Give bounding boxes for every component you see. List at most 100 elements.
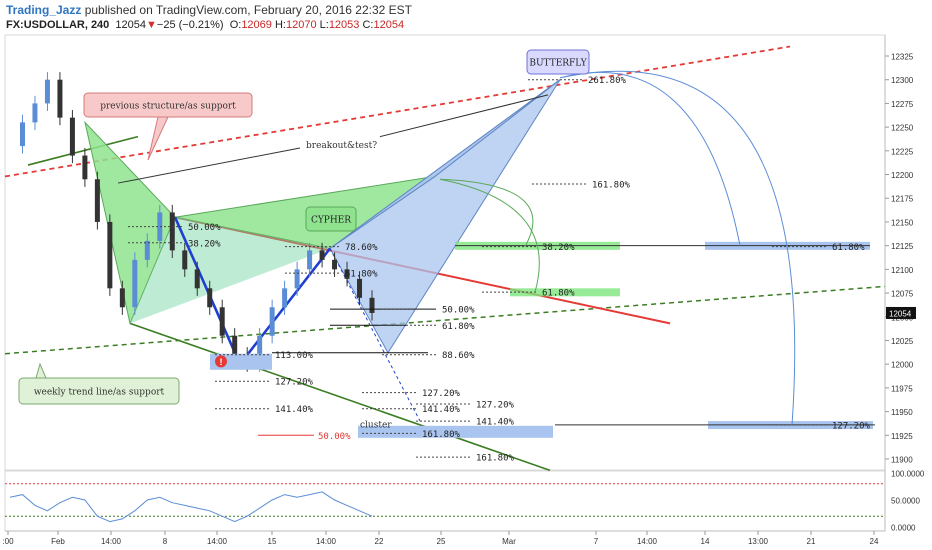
- time-tick-label: 7: [594, 537, 599, 546]
- close-label: C:: [362, 19, 374, 31]
- candle-body: [307, 250, 313, 270]
- fib-level-label: 261.80%: [588, 76, 627, 86]
- fib-level-label: 61.80%: [442, 322, 475, 332]
- candle-body: [132, 259, 138, 308]
- fib-level-label: 127.20%: [422, 389, 461, 399]
- weekly-support-callout-text: weekly trend line/as support: [34, 388, 165, 398]
- zone-618-green: [510, 288, 620, 297]
- fib-level-label: 38.20%: [188, 239, 221, 249]
- fib-level-label: 50.00%: [442, 306, 475, 316]
- price-tick-label: 12075: [891, 290, 914, 299]
- prev-support-callout-text: previous structure/as support: [100, 102, 236, 112]
- time-tick-label: 14: [701, 537, 710, 546]
- butterfly-label-box: [526, 49, 590, 75]
- candle-body: [194, 269, 200, 289]
- open-value: 12069: [241, 19, 272, 31]
- cypher-projection-arrow-2: [439, 178, 540, 293]
- candle-body: [144, 240, 150, 260]
- resistance-dashed-line: [4, 45, 791, 178]
- chart-header: Trading_Jazz published on TradingView.co…: [0, 0, 932, 34]
- candle-body: [232, 335, 238, 355]
- weekly-trend-dashed-line: [4, 285, 886, 355]
- candle-body: [169, 212, 175, 251]
- price-chart[interactable]: 12325 12300 12275 12250 12225 12200 12175 12150…: [0, 34, 932, 550]
- candle-body: [32, 103, 38, 123]
- candle-body: [182, 250, 188, 270]
- candle-body: [157, 212, 163, 241]
- weekly-support-pointer: [35, 362, 47, 379]
- time-tick-label: 15: [268, 537, 277, 546]
- oscillator-line: [9, 491, 373, 523]
- price-tick-label: 12175: [891, 195, 914, 204]
- candle-body: [319, 250, 325, 260]
- candle-body: [207, 288, 213, 308]
- author-link[interactable]: Trading_Jazz: [6, 3, 82, 17]
- down-arrow-icon: ▼: [146, 19, 157, 31]
- oscillator-pane: [4, 470, 886, 532]
- candle-body: [332, 259, 338, 270]
- fib-level-label: 127.20%: [832, 421, 871, 431]
- price-tick-label: 12100: [891, 266, 914, 275]
- structure-support-line: [27, 135, 139, 166]
- time-tick-label: Feb: [51, 537, 65, 546]
- butterfly-triangle-2: [329, 79, 561, 249]
- candle-body: [94, 179, 100, 222]
- candle-body: [57, 79, 63, 118]
- close-value: 12054: [373, 19, 405, 31]
- fib-level-label: 61.80%: [832, 243, 865, 253]
- butterfly-label-text: BUTTERFLY: [529, 59, 587, 69]
- time-tick-label: :00: [2, 537, 14, 546]
- candle-body: [82, 155, 88, 180]
- symbol-name: FX:USDOLLAR, 240: [6, 19, 110, 31]
- cypher-label-box: [305, 206, 357, 232]
- breakout-arrow-right: [379, 94, 549, 138]
- fib-level-label: 161.80%: [422, 430, 461, 440]
- candle-body: [44, 79, 50, 104]
- candle-body: [282, 288, 288, 308]
- candle-body: [19, 122, 25, 147]
- price-tick-label: 11900: [891, 456, 913, 465]
- fib-level-label: 141.40%: [476, 418, 515, 428]
- candle-body: [69, 117, 75, 156]
- time-tick-label: 21: [807, 537, 816, 546]
- price-tick-label: 12275: [891, 100, 914, 109]
- time-tick-label: 14:00: [316, 537, 337, 546]
- cluster-zone: [358, 425, 553, 438]
- cluster-label: cluster: [360, 421, 392, 431]
- candle-body: [294, 269, 300, 289]
- alert-icon: [215, 355, 227, 368]
- fib-level-label: 127.20%: [476, 401, 515, 411]
- candle-body: [357, 278, 363, 298]
- low-value: 12053: [328, 19, 360, 31]
- price-tick-label: 12300: [891, 76, 914, 85]
- cypher-ab-fill: [130, 217, 330, 324]
- price-tick-label: 12000: [891, 361, 914, 370]
- fib-level-label: 113.00%: [275, 351, 314, 361]
- last-price-label: 12054: [889, 309, 912, 318]
- candle-body: [269, 307, 275, 336]
- price-tick-label: 12200: [891, 171, 914, 180]
- price-tick-label: 11950: [891, 408, 913, 417]
- time-tick-label: 14:00: [101, 537, 122, 546]
- price-tick-label: 12025: [891, 337, 914, 346]
- candle-body: [119, 288, 125, 308]
- fib-level-label: 78.60%: [345, 243, 378, 253]
- high-value: 12070: [285, 19, 317, 31]
- cypher-projection-arrow-1: [439, 178, 534, 247]
- price-tick-label: 12250: [891, 124, 914, 133]
- symbol-line: FX:USDOLLAR, 240 12054▼−25 (−0.21%) O:12…: [6, 19, 404, 31]
- price-tick-label: 11925: [891, 432, 913, 441]
- time-tick-label: 13:00: [748, 537, 769, 546]
- fib-level-label: 88.60%: [442, 351, 475, 361]
- last-price: 12054: [115, 19, 147, 31]
- price-tick-label: 11975: [891, 384, 913, 393]
- candle-body: [344, 269, 350, 279]
- price-change: −25 (−0.21%): [156, 19, 224, 31]
- time-tick-label: 25: [437, 537, 446, 546]
- fib-level-label: 161.80%: [476, 454, 515, 464]
- fib-level-label: 50.00%: [188, 223, 221, 233]
- low-label: L:: [319, 19, 329, 31]
- time-tick-label: 22: [375, 537, 384, 546]
- time-tick-label: 14:00: [207, 537, 228, 546]
- candle-body: [257, 335, 263, 365]
